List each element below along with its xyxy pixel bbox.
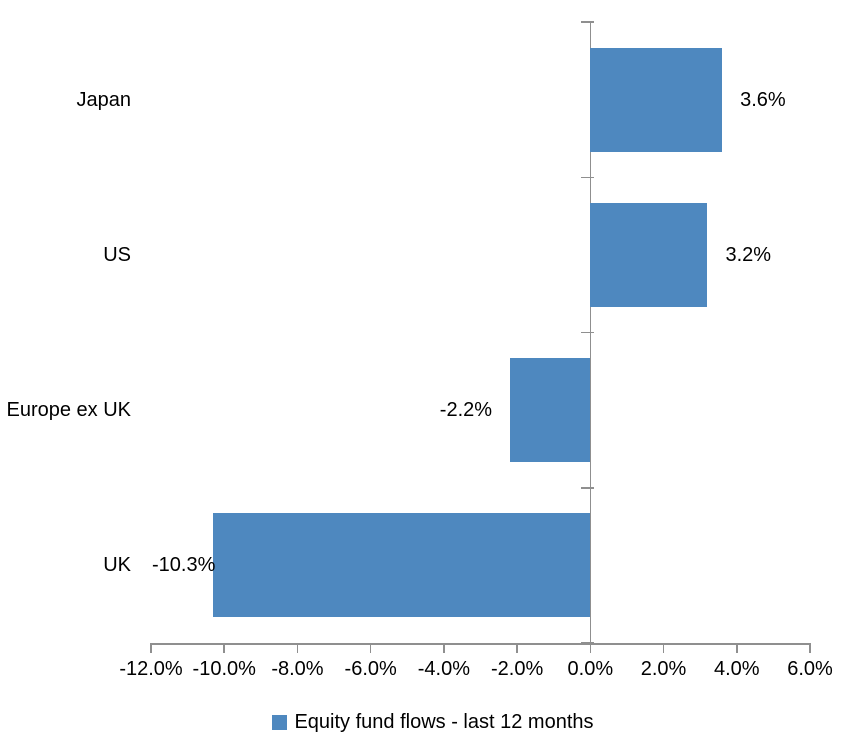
legend: Equity fund flows - last 12 months (7, 711, 852, 733)
x-tick-label: 2.0% (640, 658, 687, 680)
zero-axis-tick (581, 331, 595, 334)
zero-axis-tick (581, 487, 595, 489)
x-tick-label: 4.0% (713, 658, 760, 680)
legend-label: Equity fund flows - last 12 months (294, 711, 594, 733)
x-tick-label: -8.0% (271, 658, 324, 680)
category-label: US (103, 243, 131, 266)
x-axis-tick (516, 643, 518, 653)
x-axis-tick (589, 643, 592, 653)
x-axis-tick (369, 643, 372, 653)
zero-axis-tick (581, 176, 595, 178)
x-axis-tick (296, 643, 299, 653)
x-tick-label: -10.0% (192, 658, 256, 680)
data-label: 3.2% (725, 243, 772, 266)
x-tick-label: 0.0% (567, 658, 614, 680)
category-label: Europe ex UK (6, 399, 131, 422)
bar (590, 202, 708, 307)
bar (213, 513, 591, 618)
data-label: 3.6% (740, 88, 786, 111)
legend-series-marker-icon (272, 714, 288, 730)
data-label: -2.2% (439, 399, 493, 422)
x-axis-tick (662, 643, 665, 653)
zero-axis-line (589, 21, 592, 650)
bar (509, 358, 591, 463)
x-axis-tick (443, 643, 445, 653)
x-axis-tick (150, 643, 152, 653)
x-axis-tick (736, 643, 738, 653)
x-tick-label: -12.0% (119, 658, 183, 680)
x-axis-tick (223, 643, 225, 653)
category-label: Japan (76, 88, 132, 111)
x-tick-label: 6.0% (787, 658, 833, 680)
x-tick-label: -4.0% (417, 658, 470, 680)
data-label: -10.3% (152, 554, 216, 577)
bar (590, 47, 723, 152)
x-tick-label: -6.0% (344, 658, 397, 680)
x-tick-label: -2.0% (490, 658, 544, 680)
x-axis-line (150, 643, 811, 645)
x-axis-tick (809, 643, 811, 653)
zero-axis-tick (581, 21, 595, 23)
category-label: UK (103, 554, 131, 577)
